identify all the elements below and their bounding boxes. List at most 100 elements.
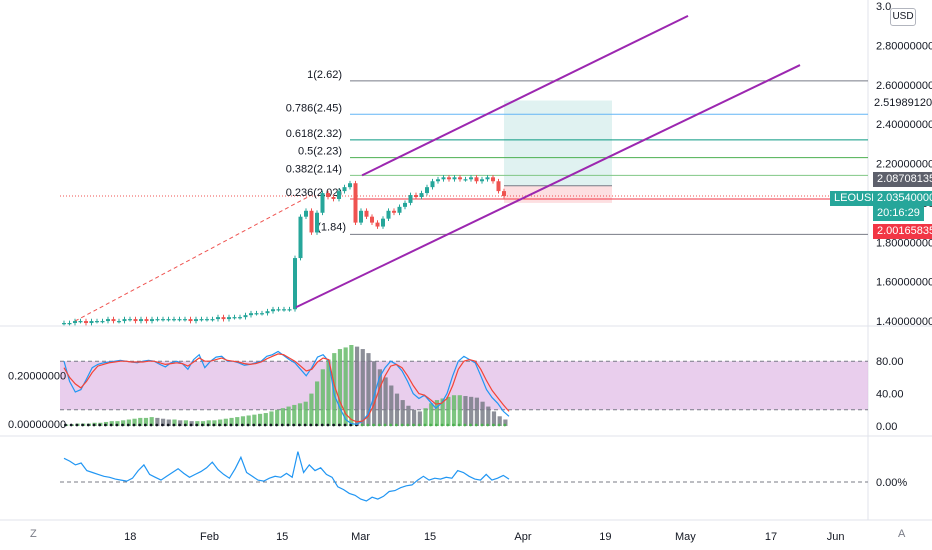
price-tag-upper: 2.51989120 (870, 96, 932, 111)
candle-body (287, 309, 292, 311)
stoch-dot (463, 423, 467, 427)
stoch-hist-bar (457, 395, 462, 426)
stoch-left-tick: 0.00000000 (8, 419, 66, 431)
time-tick-label: May (675, 531, 696, 543)
candle-body (326, 193, 330, 198)
auto-scale-button[interactable]: A (898, 528, 906, 540)
stoch-dot (189, 423, 193, 427)
candle-body (485, 177, 490, 180)
stoch-dot (235, 423, 239, 427)
candle-body (463, 179, 468, 181)
stoch-hist-bar (417, 411, 422, 426)
stoch-dot (75, 423, 79, 427)
stoch-hist-bar (172, 419, 177, 426)
stoch-hist-bar (366, 353, 371, 426)
stoch-dot (115, 423, 119, 427)
stoch-hist-bar (149, 417, 154, 426)
candle-body (73, 321, 77, 324)
candle-body (117, 321, 121, 323)
candle-body (491, 177, 495, 182)
candle-body (122, 319, 127, 322)
stoch-dot (366, 423, 370, 427)
stoch-dot (412, 423, 415, 427)
stoch-dot (423, 423, 427, 427)
stoch-hist-bar (263, 413, 268, 426)
currency-button[interactable]: USD (890, 8, 916, 26)
stoch-dot (332, 423, 336, 427)
candle-body (392, 210, 396, 213)
stoch-dot (303, 423, 307, 427)
stoch-dot (92, 423, 96, 427)
candle-body (139, 319, 143, 322)
candle-body (100, 321, 105, 323)
stoch-hist-bar (212, 420, 217, 426)
stoch-dot (138, 423, 142, 427)
time-tick-label: 19 (599, 531, 611, 543)
stoch-dot (400, 423, 404, 427)
stoch-dot (457, 423, 461, 427)
price-tick-label: 1.80000000 (876, 237, 932, 249)
stoch-dot (434, 423, 438, 427)
candle-body (128, 319, 132, 321)
stoch-dot (474, 423, 478, 427)
candle-body (375, 222, 380, 227)
stoch-hist-bar (320, 369, 325, 426)
candle-body (337, 191, 341, 199)
candle-body (205, 319, 209, 321)
candle-body (183, 319, 187, 321)
stoch-hist-bar (349, 345, 354, 426)
stoch-hist-bar (400, 400, 405, 426)
stoch-dot (240, 423, 244, 427)
stoch-dot (64, 423, 67, 427)
stoch-hist-bar (280, 408, 285, 426)
stoch-hist-bar (326, 359, 331, 426)
fib-label: 0.5(2.23) (298, 146, 342, 158)
stoch-hist-bar (343, 347, 348, 426)
stoch-hist-bar (394, 393, 400, 426)
candle-body (496, 181, 501, 192)
candle-body (342, 187, 347, 192)
stoch-dot (263, 423, 267, 427)
stoch-hist-bar (143, 417, 149, 426)
candle-body (282, 309, 286, 311)
candle-body (502, 191, 506, 197)
stoch-dot (394, 423, 398, 427)
stoch-hist-bar (229, 417, 234, 426)
stoch-dot (429, 423, 433, 427)
osc-tick-label: 0.00% (876, 477, 907, 489)
stoch-dot (360, 423, 364, 427)
fib-label: 1(2.62) (307, 69, 342, 81)
stoch-hist-bar (474, 397, 479, 426)
stoch-dot (132, 423, 136, 427)
stoch-tick-label: 40.00 (876, 389, 904, 401)
candle-body (254, 313, 259, 315)
stoch-hist-bar (451, 395, 457, 426)
stoch-dot (155, 423, 159, 427)
stoch-hist-bar (218, 419, 223, 426)
timezone-button[interactable]: Z (30, 528, 37, 540)
candle-body (95, 321, 99, 323)
candle-body (359, 210, 363, 223)
stoch-dot (149, 423, 153, 427)
candle-body (458, 177, 462, 180)
stoch-hist-bar (406, 405, 411, 426)
candle-body (397, 206, 402, 213)
candle-body (315, 212, 319, 233)
candle-body (309, 210, 314, 233)
time-tick-label: Feb (200, 531, 219, 543)
stoch-dot (286, 423, 290, 427)
stoch-dot (229, 423, 233, 427)
candle-body (441, 177, 446, 180)
position-target-zone (504, 100, 612, 186)
candle-body (331, 197, 336, 199)
stoch-dot (406, 423, 410, 427)
candle-body (408, 195, 413, 203)
candle-body (381, 218, 385, 227)
candle-body (447, 177, 451, 180)
stoch-dot (309, 423, 313, 427)
stoch-hist-bar (297, 403, 303, 426)
price-tick-label: 1.60000000 (876, 277, 932, 289)
stoch-dot (161, 423, 164, 427)
time-tick-label: 15 (424, 531, 436, 543)
